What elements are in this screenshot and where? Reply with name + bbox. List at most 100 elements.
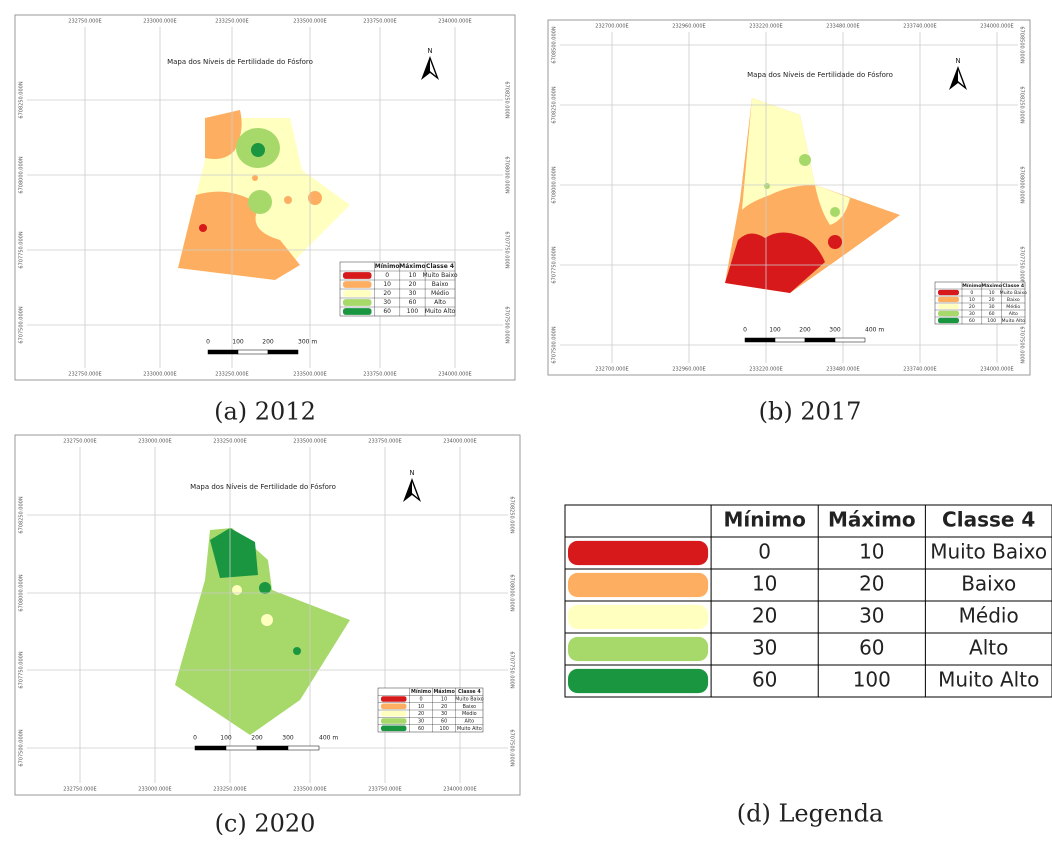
mini-legend-swatch [938,296,959,303]
mini-legend-cell: 30 [418,719,424,725]
mini-legend-swatch [343,299,372,306]
mini-legend-cell: 30 [383,299,391,306]
coord-label: 232750.000E [63,439,96,445]
scale-segment [267,349,299,355]
mini-legend-swatch [343,308,372,315]
coord-label: 6708000.000N [509,574,515,611]
map-frame [547,19,1031,376]
scale-segment [774,337,806,343]
map-frame [14,434,521,796]
mini-legend-cell: 0 [385,272,389,279]
mini-legend-swatch [938,303,959,310]
legend-swatch [568,572,709,598]
legend-cell: 30 [752,636,777,660]
mini-legend-cell: 10 [969,297,975,303]
coord-label: 233000.000E [143,372,176,378]
coord-label: 6708250.000N [552,86,558,123]
scale-segment [237,349,269,355]
mini-legend-cell: 20 [441,704,447,710]
coord-label: 234000.000E [980,24,1013,30]
legend-cell: Baixo [961,572,1016,596]
mini-legend-cell: 30 [441,711,447,717]
scale-label: 300 [282,735,294,742]
mini-legend-swatch [381,710,407,717]
mini-legend-cell: Baixo [1007,297,1020,303]
caption: (b) 2017 [759,398,862,426]
legend-cell: 100 [853,668,891,692]
coord-label: 6707500.000N [509,729,515,766]
coord-label: 6707500.000N [1019,326,1025,363]
mini-legend-cell: 10 [409,272,417,279]
mini-legend-header: Mínimo [411,688,432,695]
coord-label: 233500.000E [293,19,326,25]
coord-label: 233750.000E [363,372,396,378]
coord-label: 6708500.000N [1019,26,1025,63]
mini-legend-header: Classe 4 [426,263,454,270]
mini-legend-cell: 0 [419,697,422,703]
scale-segment [194,745,227,751]
scale-label: 300 m [298,339,317,346]
map-frame [14,14,516,381]
coord-label: 232750.000E [68,19,101,25]
legend-cell: 10 [859,540,884,564]
mini-legend-cell: 30 [989,304,995,310]
coord-label: 234000.000E [438,372,471,378]
legend-cell: Alto [969,636,1008,660]
legend-header: Classe 4 [942,508,1035,532]
mini-legend-cell: Médio [431,290,449,297]
coord-label: 233750.000E [368,787,401,793]
coord-label: 234000.000E [438,19,471,25]
coord-label: 234000.000E [443,787,476,793]
legend-swatch [568,668,709,694]
scale-segment [207,349,239,355]
map-title: Mapa dos Níveis de Fertilidade do Fósfor… [167,58,313,66]
coord-label: 6707500.000N [19,729,25,766]
scale-label: 0 [193,735,197,742]
caption: (d) Legenda [737,800,884,828]
coord-label: 232750.000E [68,372,101,378]
mini-legend-cell: Muito Alto [425,308,456,315]
caption: (c) 2020 [215,810,316,838]
scale-label: 200 [799,327,811,334]
coord-label: 233480.000E [826,24,859,30]
mini-legend-cell: 10 [989,290,995,296]
coord-label: 232700.000E [595,24,628,30]
mini-legend-header: Classe 4 [458,689,481,695]
mini-legend-header: Máximo [399,263,425,270]
mini-legend-swatch [938,310,959,317]
legend-cell: 20 [752,604,777,628]
coord-label: 6708250.000N [504,81,510,118]
mini-legend-cell: Médio [1006,303,1020,310]
mini-legend-swatch [381,725,407,732]
mini-legend-cell: 60 [418,726,424,732]
scale-segment [256,745,289,751]
legend-cell: Médio [959,604,1019,628]
scale-label: 100 [220,735,232,742]
mini-legend-swatch [381,696,407,702]
mini-legend-cell: Alto [1009,311,1018,317]
scale-label: 300 [829,327,841,334]
coord-label: 233480.000E [826,367,859,373]
coord-label: 233220.000E [749,367,782,373]
mini-legend-cell: 20 [409,281,417,288]
caption: (a) 2012 [214,398,316,426]
coord-label: 6707750.000N [19,231,25,268]
coord-label: 233500.000E [293,372,326,378]
coord-label: 233250.000E [213,787,246,793]
mini-legend-swatch [938,317,959,324]
coord-label: 233750.000E [363,19,396,25]
scale-label: 0 [206,339,210,346]
mini-legend-cell: 20 [418,711,424,717]
mini-legend-swatch [343,290,372,297]
panel-b-shapes [725,98,900,293]
coord-label: 233740.000E [903,24,936,30]
mini-legend-cell: 10 [441,697,447,703]
mini-legend-cell: 60 [409,299,417,306]
legend-cell: Muito Baixo [930,540,1047,564]
mini-legend-cell: Muito Alto [457,726,482,732]
mini-legend-cell: 20 [989,297,995,303]
mini-legend-cell: 60 [969,318,975,324]
scale-label: 400 m [865,327,884,334]
legend-header: Máximo [828,508,916,532]
